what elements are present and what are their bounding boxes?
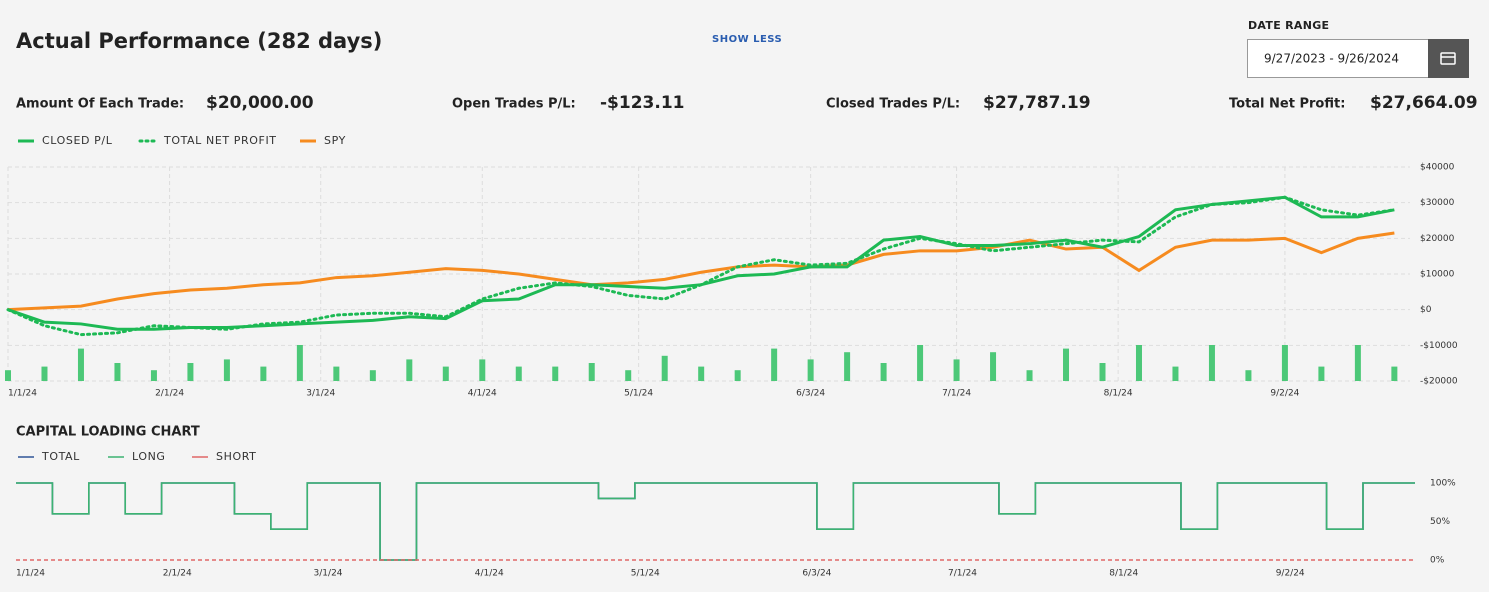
bar [807, 359, 814, 381]
section-title: CAPITAL LOADING CHART [16, 425, 200, 440]
show-less-link[interactable]: SHOW LESS [712, 34, 782, 45]
date-range-label: DATE RANGE [1248, 19, 1329, 32]
bar [953, 359, 960, 381]
calendar-icon [1440, 52, 1456, 65]
x-tick-label: 8/1/24 [1104, 389, 1133, 399]
bar [1281, 345, 1288, 381]
bar [734, 370, 741, 381]
x-tick-label: 6/3/24 [802, 569, 831, 579]
stat-label: Total Net Profit: [1229, 97, 1345, 112]
series-line [7, 195, 1395, 331]
bar [5, 370, 11, 381]
bar [1172, 366, 1179, 381]
x-tick-label: 1/1/24 [8, 389, 37, 399]
bar [771, 348, 778, 381]
bar [917, 345, 924, 381]
y-tick-label: $40000 [1420, 163, 1455, 173]
date-range-value: 9/27/2023 - 9/26/2024 [1264, 52, 1399, 66]
y-tick-label: -$10000 [1420, 341, 1458, 351]
bar [1063, 348, 1070, 381]
bar [333, 366, 340, 381]
series-line [16, 482, 1415, 561]
x-tick-label: 7/1/24 [942, 389, 971, 399]
bar [698, 366, 705, 381]
legend-label: TOTAL NET PROFIT [163, 134, 277, 147]
bar [296, 345, 303, 381]
bar [479, 359, 486, 381]
stat-value: $20,000.00 [206, 93, 314, 113]
bar [552, 366, 559, 381]
bar [1354, 345, 1361, 381]
bar [41, 366, 48, 381]
stat-value: -$123.11 [600, 93, 685, 113]
stat-value: $27,664.09 [1370, 93, 1478, 113]
bar [150, 370, 157, 381]
stat-label: Amount Of Each Trade: [16, 97, 184, 112]
x-tick-label: 2/1/24 [163, 569, 192, 579]
x-tick-label: 8/1/24 [1109, 569, 1138, 579]
x-tick-label: 3/1/24 [306, 389, 335, 399]
bar [442, 366, 449, 381]
x-tick-label: 1/1/24 [16, 569, 45, 579]
bar [588, 363, 595, 381]
stat-label: Closed Trades P/L: [826, 97, 960, 112]
legend-label: CLOSED P/L [42, 134, 113, 147]
legend-label: LONG [132, 450, 166, 463]
bar [1208, 345, 1215, 381]
bar [223, 359, 230, 381]
x-tick-label: 5/1/24 [631, 569, 660, 579]
legend-label: SPY [324, 134, 346, 147]
bar [1318, 366, 1325, 381]
y-tick-label: $0 [1420, 305, 1432, 315]
bar [990, 352, 997, 381]
bar [515, 366, 522, 381]
bar [406, 359, 413, 381]
bar [1026, 370, 1033, 381]
bar [1135, 345, 1142, 381]
x-tick-label: 9/2/24 [1270, 389, 1299, 399]
bar [77, 348, 84, 381]
x-tick-label: 4/1/24 [475, 569, 504, 579]
x-tick-label: 5/1/24 [624, 389, 653, 399]
bar [880, 363, 887, 381]
bar [114, 363, 121, 381]
x-tick-label: 2/1/24 [155, 389, 184, 399]
calendar-button[interactable] [1428, 39, 1469, 78]
bar [1391, 366, 1398, 381]
y-tick-label: -$20000 [1420, 377, 1458, 387]
series-line [6, 195, 1396, 337]
bar [844, 352, 851, 381]
stat-value: $27,787.19 [983, 93, 1091, 113]
bar [260, 366, 267, 381]
legend-label: SHORT [216, 450, 256, 463]
bar [1245, 370, 1252, 381]
y-tick-label: $20000 [1420, 234, 1455, 244]
x-tick-label: 6/3/24 [796, 389, 825, 399]
y-tick-label: $30000 [1420, 198, 1455, 208]
y-tick-label: $10000 [1420, 270, 1455, 280]
legend-label: TOTAL [41, 450, 80, 463]
stat-label: Open Trades P/L: [452, 97, 576, 112]
x-tick-label: 7/1/24 [948, 569, 977, 579]
date-range-input[interactable] [1247, 39, 1429, 78]
series-line [7, 231, 1395, 312]
bar [661, 355, 668, 381]
y-tick-label: 0% [1430, 556, 1445, 566]
bar [625, 370, 632, 381]
y-tick-label: 100% [1430, 479, 1456, 489]
y-tick-label: 50% [1430, 517, 1450, 527]
x-tick-label: 9/2/24 [1276, 569, 1305, 579]
bar [1099, 363, 1106, 381]
page-title: Actual Performance (282 days) [16, 29, 382, 53]
bar [369, 370, 376, 381]
series-line [16, 482, 1415, 561]
x-tick-label: 4/1/24 [468, 389, 497, 399]
x-tick-label: 3/1/24 [314, 569, 343, 579]
bar [187, 363, 194, 381]
